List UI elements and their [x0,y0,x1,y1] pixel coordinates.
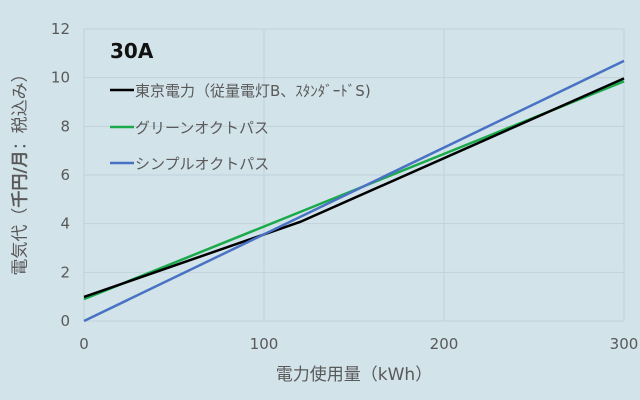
legend-label: シンプルオクトパス [135,155,269,173]
x-tick-label: 0 [79,335,89,353]
y-tick-label: 10 [51,69,70,87]
x-axis-title: 電力使用量（kWh） [276,364,432,385]
legend-item: シンプルオクトパス [110,155,269,173]
legend-item: グリーンオクトパス [110,119,269,137]
x-axis-ticks: 0 100 200 300 [79,335,638,353]
y-axis-ticks: 0 2 4 6 8 10 12 [51,20,70,330]
series-lines [83,59,625,323]
legend-label: 東京電力（従量電灯B、ｽﾀﾝﾀﾞｰﾄﾞS) [135,82,371,100]
x-tick-label: 100 [250,335,279,353]
series-line [83,59,625,323]
legend-item: 東京電力（従量電灯B、ｽﾀﾝﾀﾞｰﾄﾞS) [110,82,371,100]
grid-lines [83,28,625,322]
y-tick-label: 8 [60,117,70,135]
y-tick-label: 0 [60,312,70,330]
legend-label: グリーンオクトパス [135,119,269,137]
y-tick-label: 4 [60,215,70,233]
chart-title: 30A [110,39,154,63]
y-tick-label: 12 [51,20,70,38]
y-tick-label: 6 [60,166,70,184]
y-axis-title-pre: 電気代（ [10,207,31,276]
series-line [83,77,625,299]
y-axis-title-unit: 千円/月 [10,149,31,208]
y-tick-label: 2 [60,263,70,281]
y-axis-title: 電気代（千円/月：税込み） [4,20,32,320]
x-tick-label: 200 [430,335,459,353]
y-axis-title-post: ：税込み） [10,64,31,150]
x-tick-label: 300 [610,335,639,353]
